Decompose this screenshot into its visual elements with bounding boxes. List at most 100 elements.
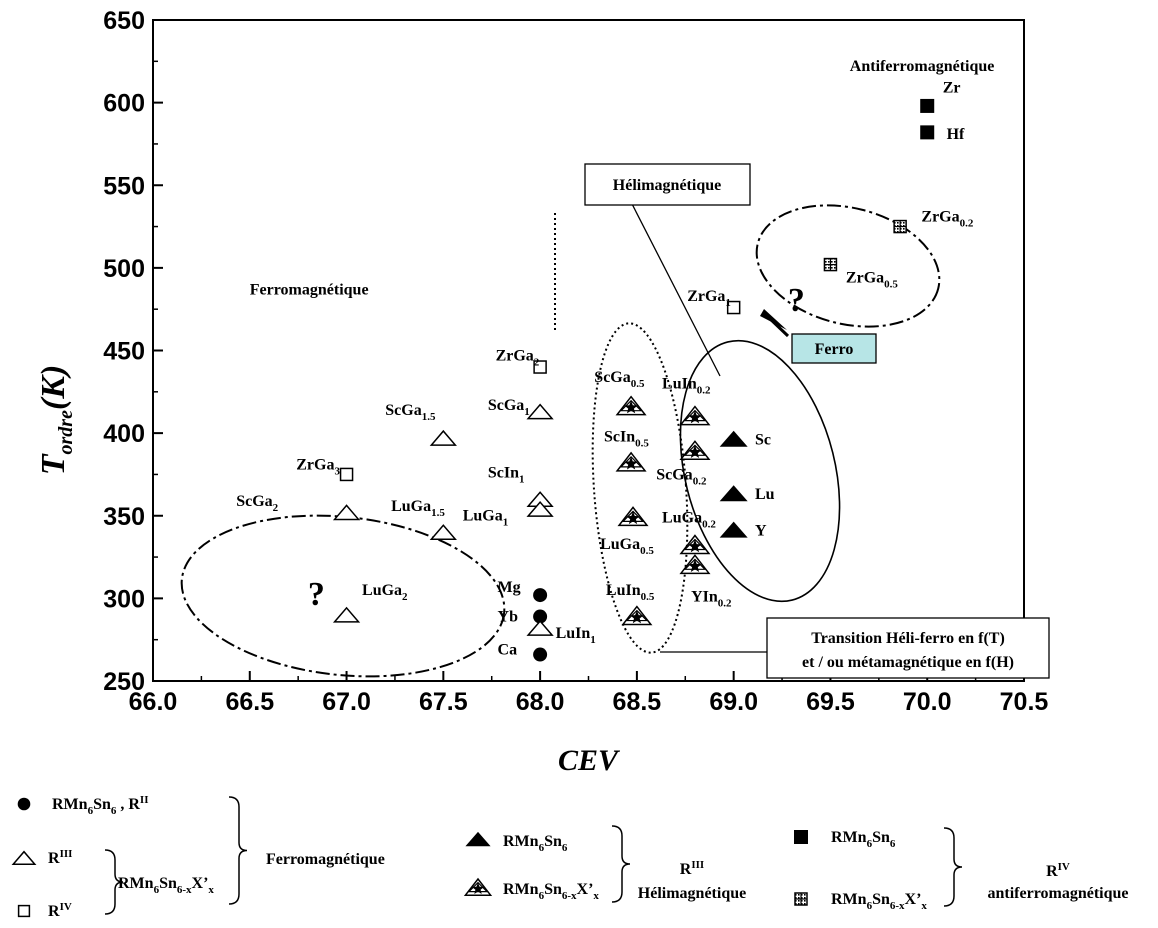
y-tick-label: 300 xyxy=(103,585,145,613)
legend-entry-label: RIV xyxy=(48,901,72,920)
data-point-filled-circle xyxy=(17,797,31,811)
point-label: Y xyxy=(755,523,767,540)
x-tick-label: 69.5 xyxy=(806,688,855,716)
x-tick-label: 66.0 xyxy=(129,688,178,716)
svg-text:et / ou métamagnétique en f(H): et / ou métamagnétique en f(H) xyxy=(802,654,1014,671)
point-label: Mg xyxy=(498,579,521,596)
point-label: ZrGa0.5 xyxy=(846,270,898,291)
axis-ticks: 66.0 66.5 67.0 67.5 68.0 68.5 69.0 69.5 70.0 70.5… xyxy=(103,7,1048,716)
y-tick-label: 350 xyxy=(103,503,145,531)
ferro-question-region xyxy=(180,514,506,678)
x-tick-label: 68.5 xyxy=(613,688,662,716)
legend-brace xyxy=(228,796,248,905)
ferro-region-label: Ferromagnétique xyxy=(250,281,369,298)
svg-text:Transition Héli-ferro en f(T): Transition Héli-ferro en f(T) xyxy=(811,630,1005,647)
data-point-filled-circle xyxy=(533,588,548,603)
helimag-connector xyxy=(629,199,721,377)
connector-lines xyxy=(629,199,767,653)
data-point-open-triangle xyxy=(429,524,457,541)
point-label: Sc xyxy=(755,432,771,449)
data-point-open-triangle xyxy=(332,504,361,521)
x-axis-title: CEV xyxy=(558,744,621,777)
helimag-box: Hélimagnétique xyxy=(584,163,751,206)
y-tick-label: 400 xyxy=(103,420,145,448)
point-label: ScGa0.5 xyxy=(594,369,645,390)
question-mark: ? xyxy=(788,282,805,319)
plot-area xyxy=(152,19,1025,682)
point-label: LuGa1.5 xyxy=(391,498,445,519)
data-point-open-triangle xyxy=(526,500,554,517)
legend-group-ferro-label: Ferromagnétique xyxy=(266,851,385,868)
data-point-filled-circle xyxy=(533,609,548,624)
data-point-open-triangle xyxy=(332,606,361,623)
data-point-filled-triangle xyxy=(465,831,491,847)
data-point-open-triangle xyxy=(526,403,554,420)
point-label: LuIn0.5 xyxy=(606,582,655,603)
point-label: ScGa2 xyxy=(236,493,278,514)
data-point-star-triangle xyxy=(679,440,711,461)
data-point-star-triangle xyxy=(679,405,711,426)
point-label: LuGa0.5 xyxy=(600,536,654,557)
legend-entry-label: RMn6Sn6 xyxy=(831,829,896,850)
x-tick-label: 70.0 xyxy=(903,688,952,716)
data-point-hatched-square xyxy=(893,219,907,234)
y-axis-title: Tordre(K) xyxy=(35,365,77,476)
question-mark: ? xyxy=(308,576,325,613)
point-label: ZrGa2 xyxy=(496,347,540,368)
ferro-arrow xyxy=(760,309,787,330)
data-point-star-triangle xyxy=(679,554,711,575)
point-label: LuGa2 xyxy=(362,582,408,603)
legend-brace xyxy=(943,827,963,907)
data-point-open-square xyxy=(17,904,31,918)
point-label: ScIn0.5 xyxy=(604,428,649,449)
point-label: Yb xyxy=(498,609,519,626)
y-tick-label: 550 xyxy=(103,172,145,200)
data-point-filled-square xyxy=(920,125,935,140)
point-label: LuGa1 xyxy=(463,508,509,529)
data-point-filled-triangle xyxy=(719,485,748,502)
data-point-open-triangle xyxy=(429,429,457,446)
data-marks xyxy=(332,98,935,662)
x-tick-label: 68.0 xyxy=(516,688,565,716)
data-point-open-triangle xyxy=(11,850,37,866)
point-label: ScGa0.2 xyxy=(656,466,707,487)
ferro-arrow-shaft xyxy=(764,313,790,338)
helimag-solid-region xyxy=(679,339,841,603)
data-point-star-triangle xyxy=(617,506,649,527)
legend-group-heli-label: Hélimagnétique xyxy=(638,885,746,902)
y-tick-label: 650 xyxy=(103,7,145,35)
data-point-star-triangle xyxy=(621,605,653,626)
point-label: ScGa1.5 xyxy=(385,402,436,423)
data-point-star-triangle xyxy=(463,877,493,896)
point-label: Ca xyxy=(498,642,518,659)
zr-question-region xyxy=(755,204,941,328)
data-point-open-square xyxy=(533,360,547,374)
data-point-open-square xyxy=(726,300,741,315)
point-label: Zr xyxy=(943,80,961,97)
data-point-filled-triangle xyxy=(719,521,748,538)
legend-group-antiferro-label: antiferromagnétique xyxy=(987,885,1128,902)
point-label: LuGa0.2 xyxy=(662,509,716,530)
x-tick-label: 67.0 xyxy=(322,688,371,716)
x-tick-label: 70.5 xyxy=(1000,688,1049,716)
transition-box: Transition Héli-ferro en f(T) et / ou mé… xyxy=(766,617,1050,679)
legend-group-antiferro-r: RIV xyxy=(1046,861,1070,880)
data-point-filled-triangle xyxy=(719,430,748,447)
data-point-star-triangle xyxy=(615,451,647,472)
point-labels: ZrGa2 ScGa1 ScGa1.5 ZrGa3 ScGa2 LuGa1.5 ScIn1 L… xyxy=(236,58,994,658)
legend-entry-label: RMn6Sn6 , RII xyxy=(52,794,148,817)
legend-entry-label: RIII xyxy=(48,848,72,867)
legend-entry-label: RMn6Sn6 xyxy=(503,833,568,854)
svg-text:Hélimagnétique: Hélimagnétique xyxy=(613,177,721,194)
x-tick-label: 69.0 xyxy=(709,688,758,716)
point-label: LuIn0.2 xyxy=(662,376,711,397)
point-label: ZrGa1 xyxy=(687,288,731,309)
data-point-filled-square xyxy=(920,98,935,113)
legend-entry-label: RMn6Sn6-xX’x xyxy=(118,875,214,896)
point-label: Lu xyxy=(755,486,775,503)
legend-group-heli-r: RIII xyxy=(680,859,704,878)
data-point-hatched-square xyxy=(823,257,838,272)
point-label: ZrGa0.2 xyxy=(921,209,973,230)
data-point-filled-circle xyxy=(533,647,548,662)
